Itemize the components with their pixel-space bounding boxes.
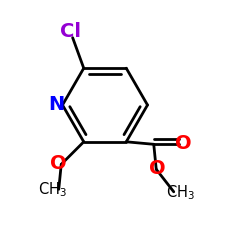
Text: CH$_3$: CH$_3$ <box>166 184 194 203</box>
Text: O: O <box>149 158 166 178</box>
Text: CH$_3$: CH$_3$ <box>38 180 67 199</box>
Text: Cl: Cl <box>60 22 81 41</box>
Text: N: N <box>48 96 64 114</box>
Text: O: O <box>50 154 66 172</box>
Text: O: O <box>175 134 192 152</box>
